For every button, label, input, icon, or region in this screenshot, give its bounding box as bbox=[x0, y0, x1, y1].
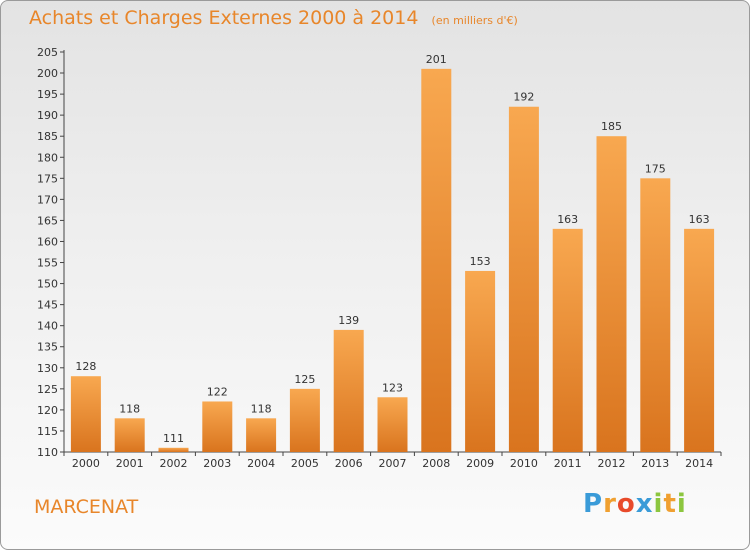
x-tick-label-2007: 2007 bbox=[379, 457, 407, 470]
x-tick-label-2003: 2003 bbox=[203, 457, 231, 470]
value-label-2000: 128 bbox=[75, 360, 96, 373]
value-label-2003: 122 bbox=[207, 385, 228, 398]
x-tick-label-2012: 2012 bbox=[598, 457, 626, 470]
logo-letter: i bbox=[653, 489, 664, 519]
y-tick-label: 115 bbox=[37, 425, 58, 438]
y-tick-label: 120 bbox=[37, 404, 58, 417]
value-label-2002: 111 bbox=[163, 432, 184, 445]
bar-2007 bbox=[377, 397, 408, 452]
y-tick-label: 185 bbox=[37, 130, 58, 143]
value-label-2008: 201 bbox=[426, 53, 447, 66]
bar-2014 bbox=[684, 228, 715, 452]
commune-name: MARCENAT bbox=[34, 496, 139, 518]
value-label-2014: 163 bbox=[689, 213, 710, 226]
y-tick-label: 130 bbox=[37, 362, 58, 375]
y-tick-label: 165 bbox=[37, 214, 58, 227]
bar-2011 bbox=[552, 228, 583, 452]
bar-2003 bbox=[202, 401, 233, 452]
bar-2006 bbox=[333, 329, 364, 452]
logo-letter: r bbox=[603, 489, 617, 519]
x-tick-label-2005: 2005 bbox=[291, 457, 319, 470]
value-label-2007: 123 bbox=[382, 381, 403, 394]
bar-2008 bbox=[421, 68, 452, 452]
y-tick-label: 150 bbox=[37, 278, 58, 291]
y-tick-label: 205 bbox=[37, 46, 58, 59]
y-tick-label: 145 bbox=[37, 299, 58, 312]
value-label-2001: 118 bbox=[119, 402, 140, 415]
bar-2010 bbox=[508, 106, 539, 452]
chart-title: Achats et Charges Externes 2000 à 2014 bbox=[29, 7, 419, 29]
x-tick-label-2001: 2001 bbox=[116, 457, 144, 470]
value-label-2010: 192 bbox=[513, 91, 534, 104]
chart-subtitle: (en milliers d'€) bbox=[431, 14, 518, 27]
x-tick-label-2014: 2014 bbox=[685, 457, 713, 470]
x-tick-label-2006: 2006 bbox=[335, 457, 363, 470]
value-label-2006: 139 bbox=[338, 314, 359, 327]
logo-letter: t bbox=[663, 489, 677, 519]
x-tick-label-2009: 2009 bbox=[466, 457, 494, 470]
y-tick-label: 135 bbox=[37, 341, 58, 354]
bar-2000 bbox=[70, 376, 101, 452]
x-tick-label-2011: 2011 bbox=[554, 457, 582, 470]
value-label-2011: 163 bbox=[557, 213, 578, 226]
bar-2013 bbox=[640, 178, 671, 452]
x-tick-label-2004: 2004 bbox=[247, 457, 275, 470]
y-tick-label: 110 bbox=[37, 446, 58, 459]
y-tick-label: 140 bbox=[37, 320, 58, 333]
logo-letter: P bbox=[583, 489, 604, 519]
bar-2004 bbox=[246, 418, 277, 452]
y-tick-label: 195 bbox=[37, 88, 58, 101]
value-label-2009: 153 bbox=[470, 255, 491, 268]
y-tick-label: 160 bbox=[37, 235, 58, 248]
logo-letter: i bbox=[676, 489, 687, 519]
value-label-2012: 185 bbox=[601, 120, 622, 133]
x-tick-label-2010: 2010 bbox=[510, 457, 538, 470]
y-tick-label: 175 bbox=[37, 172, 58, 185]
y-tick-label: 125 bbox=[37, 383, 58, 396]
proxiti-logo: Proxiti bbox=[583, 489, 687, 519]
bar-2001 bbox=[114, 418, 145, 452]
value-label-2004: 118 bbox=[251, 402, 272, 415]
bar-2005 bbox=[289, 388, 320, 452]
x-tick-label-2013: 2013 bbox=[641, 457, 669, 470]
bar-2009 bbox=[465, 270, 496, 452]
y-tick-label: 170 bbox=[37, 193, 58, 206]
x-tick-label-2008: 2008 bbox=[422, 457, 450, 470]
bar-2002 bbox=[158, 447, 189, 452]
y-tick-label: 155 bbox=[37, 257, 58, 270]
x-tick-label-2002: 2002 bbox=[160, 457, 188, 470]
y-tick-label: 200 bbox=[37, 67, 58, 80]
value-label-2013: 175 bbox=[645, 162, 666, 175]
chart-title-block: Achats et Charges Externes 2000 à 2014 (… bbox=[29, 7, 518, 29]
logo-letter: o bbox=[616, 489, 636, 519]
y-tick-label: 190 bbox=[37, 109, 58, 122]
x-tick-label-2000: 2000 bbox=[72, 457, 100, 470]
bar-2012 bbox=[596, 136, 627, 453]
y-tick-label: 180 bbox=[37, 151, 58, 164]
logo-letter: x bbox=[635, 489, 654, 519]
value-label-2005: 125 bbox=[294, 373, 315, 386]
